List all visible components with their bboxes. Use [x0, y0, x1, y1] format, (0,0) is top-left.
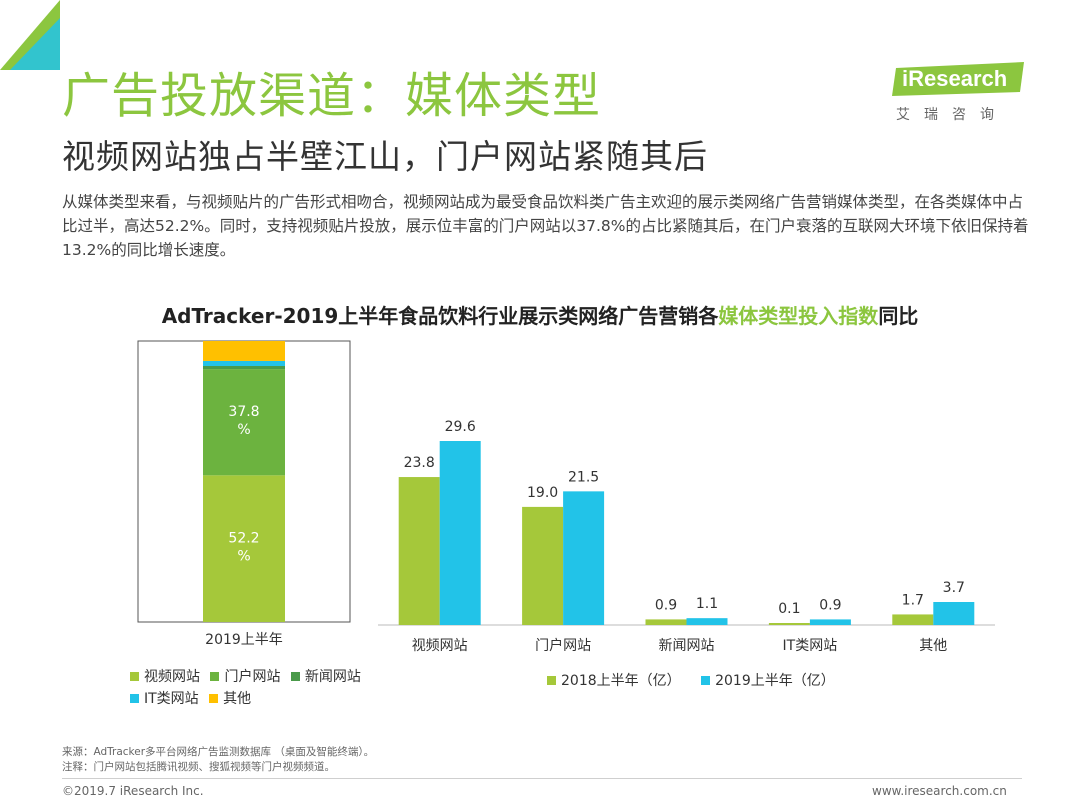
- chart-title-highlight: 媒体类型投入指数: [718, 304, 879, 328]
- bar-label-2019-1: 21.5: [568, 469, 599, 485]
- chart-title-part2: 同比: [878, 304, 919, 328]
- legend-item-portal: 门户网站: [210, 666, 280, 688]
- bar-category-label-2: 新闻网站: [659, 638, 715, 654]
- legend-label-2018: 2018上半年（亿）: [561, 673, 681, 689]
- bar-label-2019-2: 1.1: [696, 596, 718, 612]
- chart-title-part1: AdTracker-2019上半年食品饮料行业展示类网络广告营销各: [161, 304, 719, 328]
- stacked-label-portal: 37.8%: [228, 404, 259, 438]
- stacked-segment-news: [203, 366, 285, 370]
- description-text: 从媒体类型来看，与视频贴片的广告形式相吻合，视频网站成为最受食品饮料类广告主欢迎…: [62, 193, 1029, 259]
- bar-2018-1: [522, 506, 564, 625]
- logo-banner-shape: [892, 62, 1024, 96]
- bar-2019-2: [686, 618, 728, 625]
- corner-decoration: [0, 0, 60, 70]
- bar-label-2018-2: 0.9: [655, 597, 677, 613]
- legend-label-portal: 门户网站: [224, 669, 281, 685]
- stacked-segment-it: [203, 360, 285, 367]
- legend-item-news: 新闻网站: [290, 666, 361, 688]
- legend-swatch-portal: [210, 672, 220, 681]
- bar-category-label-3: IT类网站: [783, 638, 838, 654]
- footer-divider: [62, 778, 1022, 779]
- chart-title: AdTracker-2019上半年食品饮料行业展示类网络广告营销各媒体类型投入指…: [0, 300, 1080, 329]
- source-note: 来源：AdTracker多平台网络广告监测数据库 （桌面及智能终端）。: [62, 746, 375, 758]
- bar-label-2018-0: 23.8: [404, 455, 435, 471]
- legend-label-news: 新闻网站: [304, 669, 361, 685]
- logo-subtext: 艾瑞咨询: [896, 107, 1008, 123]
- page-number: 35: [1046, 782, 1067, 801]
- stacked-label-video: 52.2%: [228, 531, 259, 565]
- copyright-text: ©2019.7 iResearch Inc.: [62, 784, 204, 798]
- legend-swatch-video: [130, 672, 139, 681]
- bar-label-2018-3: 0.1: [778, 601, 800, 617]
- legend-swatch-other: [209, 694, 219, 703]
- annotation-note: 注释：门户网站包括腾讯视频、搜狐视频等门户视频频道。: [62, 761, 335, 773]
- legend-label-video: 视频网站: [144, 669, 200, 685]
- bar-2019-4: [933, 602, 975, 625]
- bar-2019-3: [809, 619, 851, 625]
- website-link[interactable]: www.iresearch.com.cn: [872, 784, 1007, 798]
- bar-2019-1: [563, 491, 605, 625]
- iresearch-logo: iResearch 艾瑞咨询: [892, 58, 1032, 128]
- legend-swatch-news: [290, 672, 300, 681]
- bar-2019-0: [439, 441, 481, 625]
- logo-text: iResearch: [902, 66, 1008, 91]
- bar-2018-0: [398, 477, 440, 625]
- bar-label-2018-4: 1.7: [902, 592, 924, 608]
- stacked-legend: 视频网站 门户网站 新闻网站 IT类网站 其他: [130, 666, 367, 710]
- legend-label-other: 其他: [223, 691, 252, 707]
- legend-swatch-2019: [701, 676, 711, 685]
- bar-legend: 2018上半年（亿） 2019上半年（亿）: [547, 670, 841, 690]
- legend-swatch-it: [130, 694, 139, 703]
- legend-item-video: 视频网站: [130, 666, 200, 688]
- bar-label-2018-1: 19.0: [527, 485, 558, 501]
- bar-2018-2: [645, 619, 687, 625]
- legend-label-2019: 2019上半年（亿）: [715, 673, 835, 689]
- stacked-segment-portal: [203, 369, 285, 476]
- bar-label-2019-4: 3.7: [943, 580, 965, 596]
- page-subtitle: 视频网站独占半壁江山，门户网站紧随其后: [62, 137, 708, 176]
- bar-2018-3: [768, 623, 810, 625]
- bar-category-label-1: 门户网站: [535, 637, 591, 654]
- legend-label-it: IT类网站: [144, 691, 199, 707]
- legend-item-other: 其他: [209, 688, 251, 710]
- legend-item-2019: 2019上半年（亿）: [701, 670, 835, 690]
- stacked-segment-video: [203, 475, 285, 622]
- stacked-category-label: 2019上半年: [205, 632, 283, 648]
- bar-2018-4: [892, 614, 934, 625]
- bar-label-2019-3: 0.9: [819, 597, 841, 613]
- page-title: 广告投放渠道：媒体类型: [62, 68, 602, 124]
- legend-item-2018: 2018上半年（亿）: [547, 670, 681, 690]
- bar-label-2019-0: 29.6: [445, 419, 476, 435]
- legend-swatch-2018: [547, 676, 556, 685]
- bar-category-label-0: 视频网站: [412, 638, 468, 654]
- legend-item-it: IT类网站: [130, 688, 199, 710]
- bar-category-label-4: 其他: [919, 638, 947, 654]
- stacked-segment-other: [203, 341, 285, 361]
